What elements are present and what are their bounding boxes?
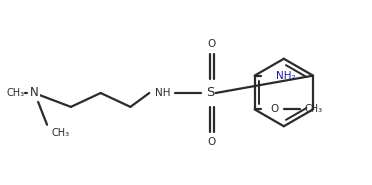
Text: S: S xyxy=(206,87,214,100)
Text: NH: NH xyxy=(155,88,171,98)
Text: O: O xyxy=(208,39,216,49)
Text: CH₃: CH₃ xyxy=(51,128,69,138)
Text: O: O xyxy=(208,137,216,147)
Text: O: O xyxy=(270,104,279,114)
Text: N: N xyxy=(30,87,39,100)
Text: CH₃: CH₃ xyxy=(304,104,323,114)
Text: CH₃: CH₃ xyxy=(6,88,25,98)
Text: NH₂: NH₂ xyxy=(276,71,296,81)
